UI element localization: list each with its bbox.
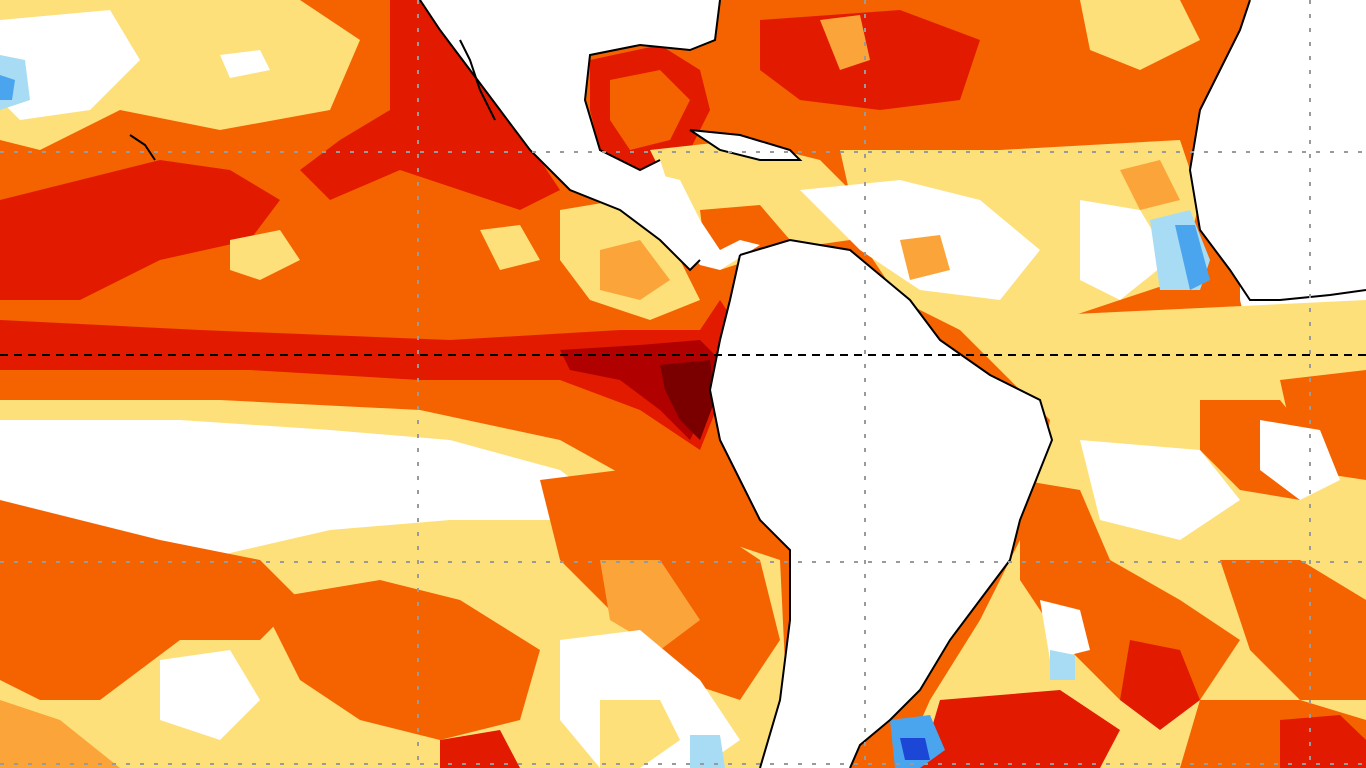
south-america-land	[710, 240, 1052, 768]
central-america-land	[640, 170, 760, 270]
south-pacific-anomaly	[0, 400, 790, 768]
coastlines	[129, 0, 1366, 768]
south-atlantic-anomaly	[890, 300, 1366, 768]
north-pacific-anomaly	[0, 0, 700, 320]
north-atlantic-anomaly	[720, 0, 1366, 340]
africa-land	[1190, 0, 1366, 300]
equatorial-pacific-anomaly	[0, 300, 760, 560]
north-america-land	[420, 0, 720, 270]
landmasses	[420, 0, 1366, 768]
